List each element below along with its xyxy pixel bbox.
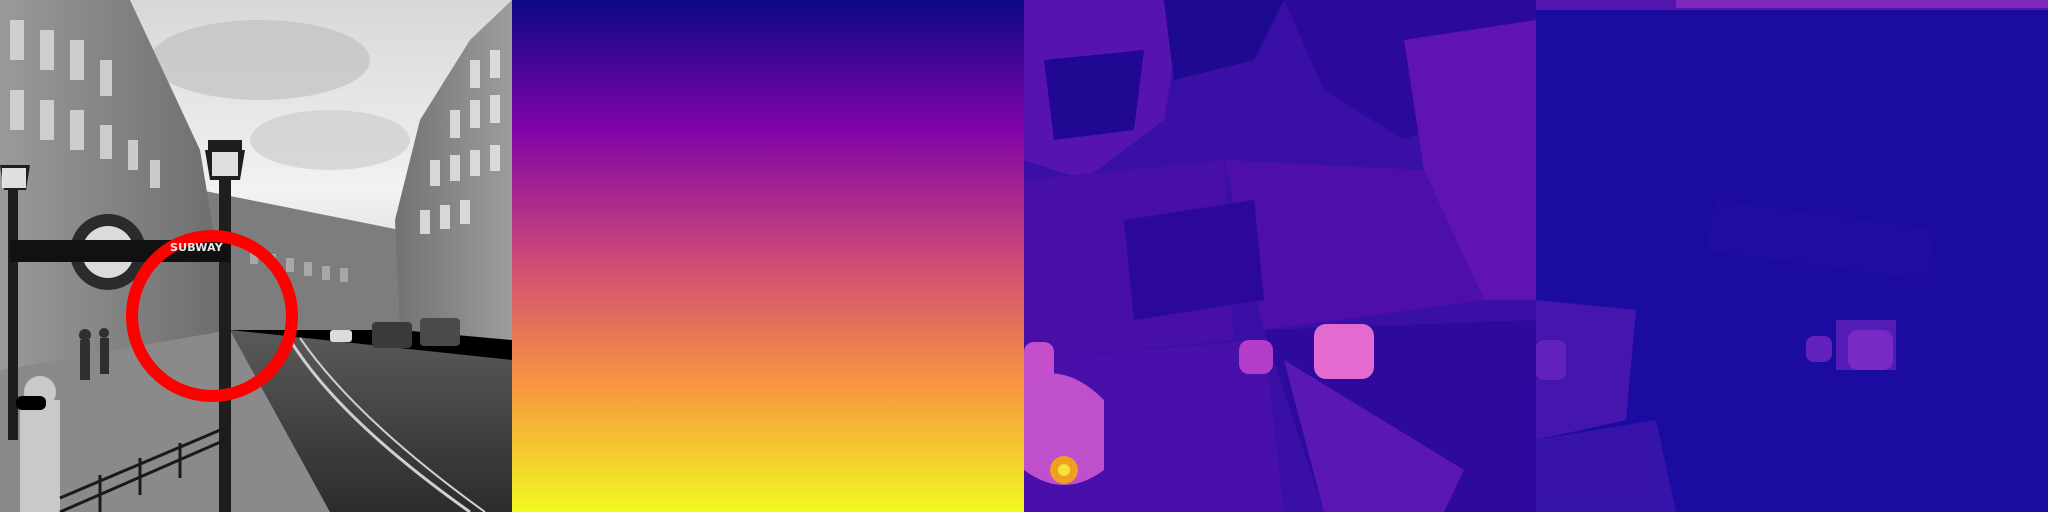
car (372, 322, 412, 348)
depth-gradient (512, 0, 1024, 512)
heatmap-panel-1 (1024, 0, 1536, 512)
sign-label: SUBWAY (170, 241, 223, 254)
photo-panel: SUBWAY (0, 0, 512, 512)
car (330, 330, 352, 342)
far-buildings (200, 190, 400, 330)
warm-spot (1848, 330, 1893, 370)
left-building (0, 0, 230, 380)
heatmap-2 (1536, 0, 2048, 512)
depth-gradient-panel (512, 0, 1024, 512)
lamp-post (219, 180, 231, 512)
road (230, 330, 512, 512)
redaction-bar (16, 396, 46, 410)
red-circle-marker (126, 230, 298, 402)
heatmap-panel-2 (1536, 0, 2048, 512)
street-photo (0, 0, 512, 512)
car (420, 318, 460, 346)
lamp-post (8, 190, 18, 440)
heatmap-1 (1024, 0, 1536, 512)
hot-spot (1314, 324, 1374, 379)
